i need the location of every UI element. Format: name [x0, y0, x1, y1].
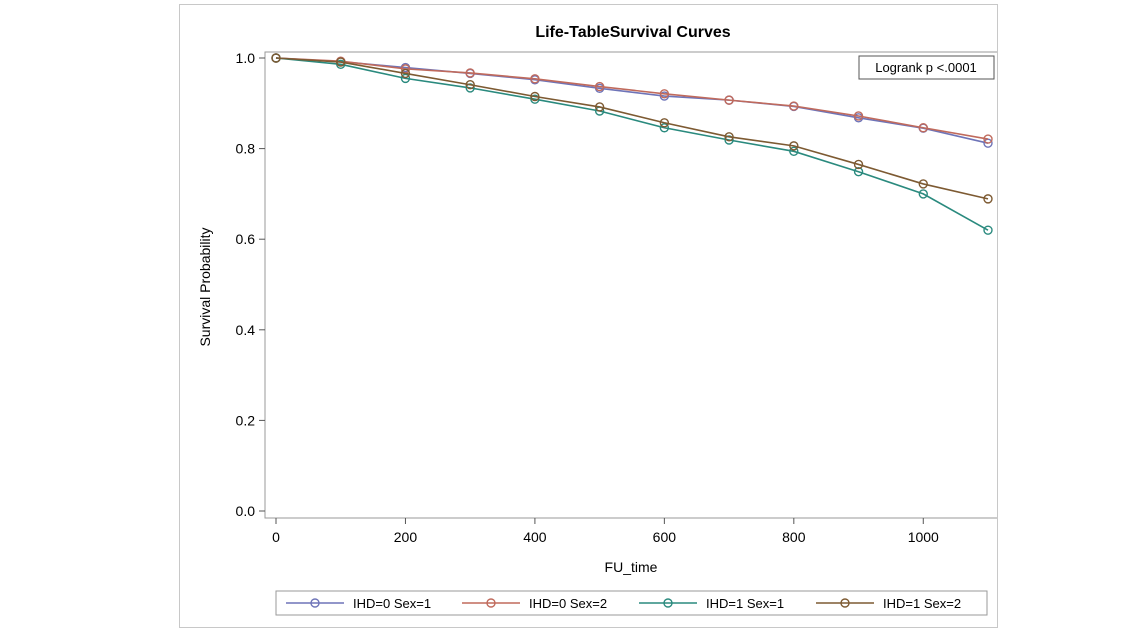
legend-marker: [840, 598, 850, 608]
series-layer: [271, 53, 993, 235]
data-point-marker: [530, 91, 540, 102]
x-tick-label: 400: [523, 529, 547, 545]
series-group: [271, 53, 993, 204]
chart-title: Life-TableSurvival Curves: [535, 24, 730, 41]
data-point-marker: [465, 80, 475, 90]
logrank-annotation: Logrank p <.0001: [875, 60, 977, 75]
legend-marker: [663, 598, 673, 608]
data-point-marker: [659, 118, 670, 128]
data-point-marker: [918, 189, 928, 199]
series-line: [275, 57, 989, 200]
chart-frame: Life-TableSurvival Curves Logrank p <.00…: [179, 4, 998, 628]
survival-chart: Life-TableSurvival Curves Logrank p <.00…: [197, 24, 997, 616]
data-point-marker: [724, 132, 734, 142]
x-tick-label: 600: [653, 529, 677, 545]
data-point-marker: [530, 74, 540, 84]
series-line: [275, 57, 989, 144]
data-point-marker: [400, 68, 411, 79]
logrank-box: [858, 55, 995, 80]
data-point-marker: [983, 225, 993, 235]
plot-area: [264, 51, 997, 519]
y-tick-label: 0.8: [236, 141, 256, 157]
data-point-marker: [918, 179, 928, 189]
data-point-marker: [983, 194, 993, 204]
series-group: [271, 53, 993, 235]
data-point-marker: [271, 53, 281, 63]
data-point-marker: [724, 135, 734, 145]
legend-marker: [310, 598, 320, 608]
y-axis-label: Survival Probability: [197, 227, 213, 346]
data-point-marker: [400, 73, 411, 84]
data-point-marker: [465, 68, 475, 78]
x-axis: 0 200 400 600 800 1000: [272, 518, 939, 545]
series-line: [275, 57, 989, 140]
data-point-marker: [918, 123, 928, 133]
data-point-marker: [336, 57, 346, 67]
y-tick-label: 1.0: [236, 50, 256, 66]
y-axis: 0.0 0.2 0.4 0.6 0.8 1.0: [236, 50, 265, 519]
legend-label: IHD=0 Sex=2: [529, 596, 607, 611]
data-point-marker: [594, 102, 605, 112]
data-point-marker: [594, 81, 605, 92]
legend-label: IHD=1 Sex=2: [883, 596, 961, 611]
x-tick-label: 800: [782, 529, 806, 545]
y-tick-label: 0.4: [236, 322, 256, 338]
data-point-marker: [983, 138, 993, 148]
data-point-marker: [724, 95, 734, 105]
data-point-marker: [465, 83, 475, 93]
x-tick-label: 0: [272, 529, 280, 545]
data-point-marker: [853, 111, 864, 121]
data-point-marker: [789, 141, 799, 151]
series-line: [275, 57, 989, 231]
data-point-marker: [789, 146, 799, 157]
legend-label: IHD=0 Sex=1: [353, 596, 431, 611]
legend-label: IHD=1 Sex=1: [706, 596, 784, 611]
data-point-marker: [659, 123, 670, 133]
x-axis-label: FU_time: [605, 559, 658, 575]
x-tick-label: 200: [394, 529, 418, 545]
x-tick-label: 1000: [908, 529, 939, 545]
legend-marker: [486, 598, 496, 608]
y-tick-label: 0.2: [236, 412, 256, 428]
data-point-marker: [853, 167, 864, 177]
legend: IHD=0 Sex=1 IHD=0 Sex=2 IHD=1 Sex=1 IHD=1 S…: [286, 596, 961, 611]
data-point-marker: [789, 101, 799, 111]
data-point-marker: [659, 89, 670, 99]
y-tick-label: 0.0: [236, 503, 256, 519]
data-point-marker: [530, 94, 540, 104]
data-point-marker: [983, 134, 993, 144]
data-point-marker: [853, 159, 864, 170]
y-tick-label: 0.6: [236, 231, 256, 247]
